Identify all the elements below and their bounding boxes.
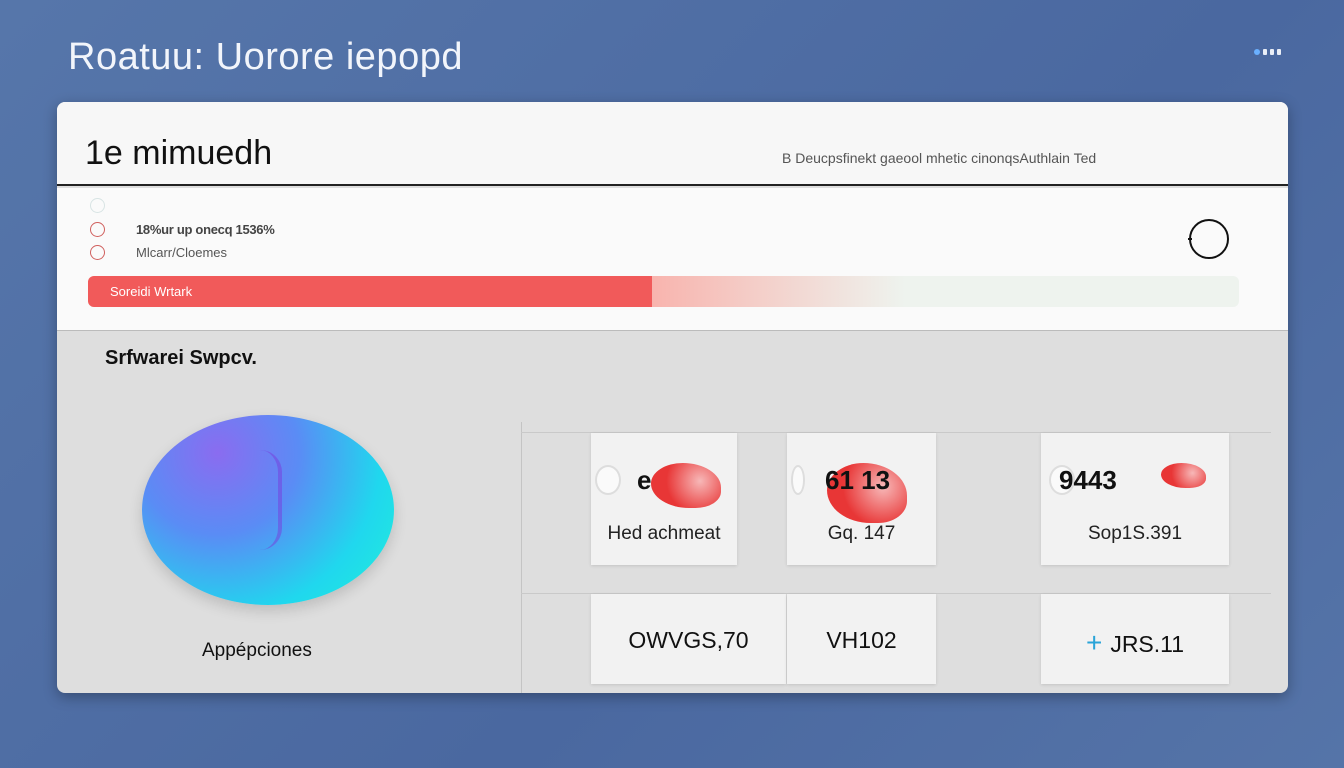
tile-caption: Hed achmeat	[607, 523, 721, 544]
tile-caption: Gq. 147	[827, 523, 896, 544]
divider	[521, 432, 1271, 433]
circle-button[interactable]	[1188, 219, 1229, 259]
stat-tile[interactable]: e Hed achmeat	[591, 433, 737, 565]
toggle-knob-icon	[791, 465, 805, 495]
bottom-tile[interactable]: VH102	[787, 594, 936, 684]
radio-option-2[interactable]	[90, 245, 105, 260]
app-orb-icon[interactable]	[142, 415, 394, 605]
progress-fade	[651, 276, 906, 307]
tile-value: 9443	[1059, 465, 1117, 495]
options-section: 18%ur up onecq 1536% Mlcarr/Cloemes Sore…	[57, 188, 1288, 331]
option-label-1: 18%ur up onecq 1536%	[136, 222, 275, 237]
orb-label: Appépciones	[202, 640, 312, 661]
toggle-knob-icon	[595, 465, 621, 495]
bottom-tile[interactable]: OWVGS,70	[591, 594, 786, 684]
red-blob-icon	[1161, 463, 1206, 488]
red-blob-icon	[827, 463, 907, 523]
card-title: 1e mimuedh	[85, 134, 273, 172]
header-meta: B Deucpsfinekt gaeool mhetic cinonqsAuth…	[782, 150, 1097, 166]
stat-tile[interactable]: 9443 Sop1S.391	[1041, 433, 1229, 565]
divider	[521, 593, 1271, 594]
tile-caption: Sop1S.391	[1087, 523, 1183, 544]
toggle-knob-icon	[1049, 465, 1075, 495]
red-blob-icon	[651, 463, 721, 508]
radio-faint[interactable]	[90, 198, 105, 213]
app-title: Roatuu: Uorore iepopd	[68, 36, 463, 78]
radio-option-1[interactable]	[90, 222, 105, 237]
card-header: 1e mimuedh B Deucpsfinekt gaeool mhetic …	[57, 102, 1288, 186]
tile-value: VH102	[826, 627, 897, 653]
tile-value: e	[637, 465, 652, 495]
section-title: Srfwarei Swpcv.	[105, 347, 257, 369]
option-label-2: Mlcarr/Cloemes	[136, 245, 228, 260]
tile-value: JRS.11	[1110, 631, 1185, 657]
progress-label: Soreidi Wrtark	[110, 284, 193, 299]
progress-bar: Soreidi Wrtark	[88, 276, 1239, 307]
main-card: 1e mimuedh B Deucpsfinekt gaeool mhetic …	[57, 102, 1288, 693]
stat-tile[interactable]: 61 13 Gq. 147	[787, 433, 936, 565]
divider	[521, 422, 522, 693]
window-menu-icon[interactable]	[1254, 49, 1281, 55]
plus-icon[interactable]: +	[1085, 627, 1103, 658]
tile-value: 61 13	[825, 465, 891, 495]
bottom-tile[interactable]: + JRS.11	[1041, 594, 1229, 684]
progress-fill	[88, 276, 652, 307]
tile-value: OWVGS,70	[628, 627, 749, 653]
